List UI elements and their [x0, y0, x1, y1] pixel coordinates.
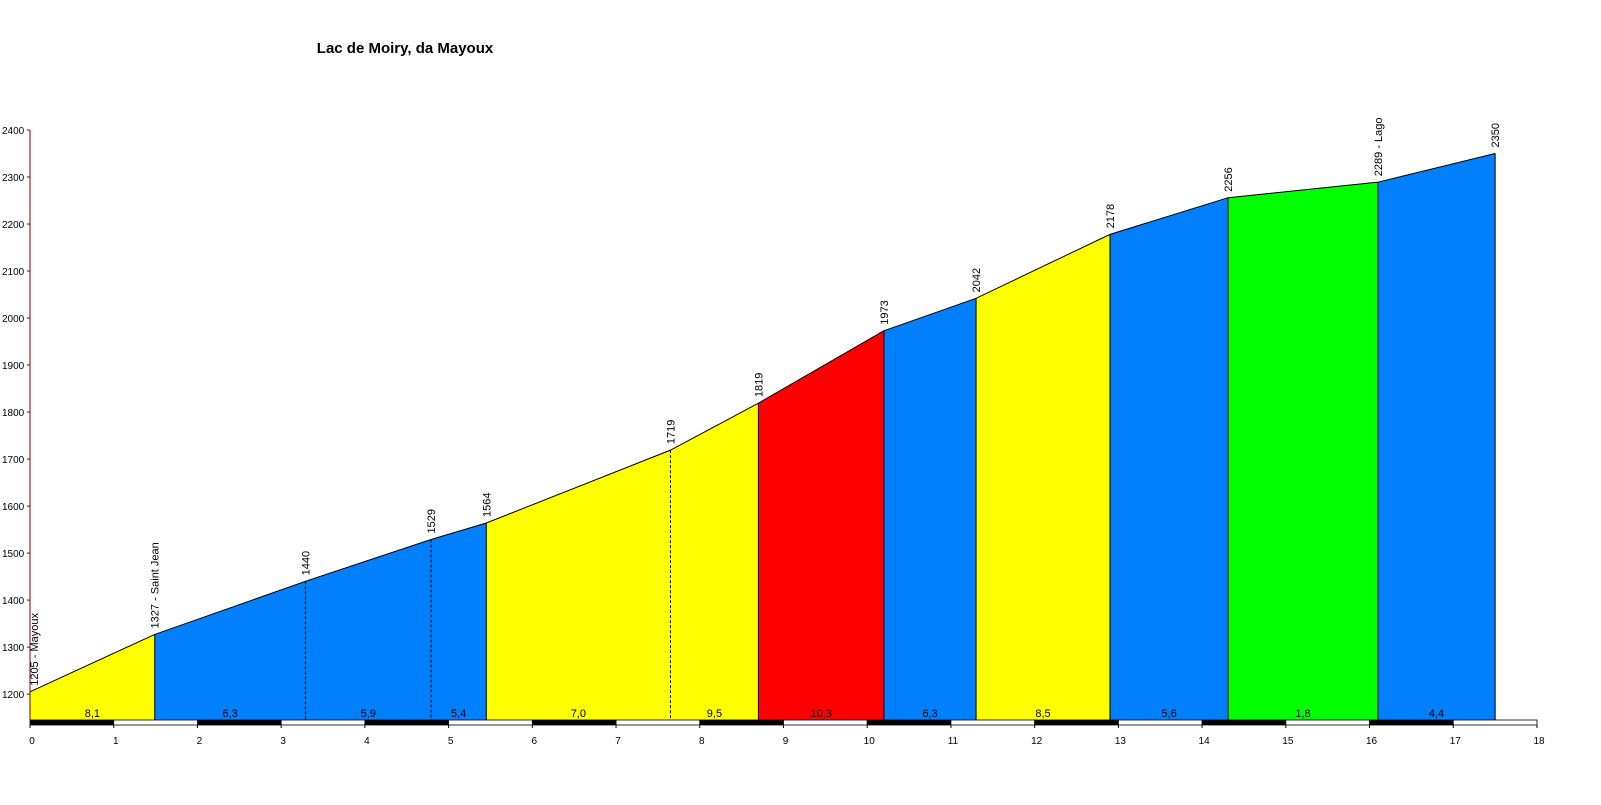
y-tick-label: 2000 [2, 314, 25, 325]
point-label: 1719 [665, 420, 677, 444]
km-bar [699, 719, 784, 726]
segment-area [1110, 197, 1229, 720]
y-tick-label: 1900 [2, 361, 25, 372]
y-tick-label: 1600 [2, 502, 25, 513]
point-label: 1564 [481, 493, 493, 517]
point-label: 2042 [971, 268, 983, 292]
grade-label: 9,5 [707, 708, 722, 720]
x-tick-label: 17 [1450, 736, 1462, 747]
km-bar [615, 719, 701, 726]
grade-label: 5,6 [1161, 708, 1176, 720]
grade-label: 5,9 [361, 708, 376, 720]
segment-area [758, 330, 884, 720]
grade-label: 6,3 [922, 708, 937, 720]
km-bar [197, 719, 282, 726]
km-bar [448, 719, 533, 726]
y-tick-label: 2400 [2, 126, 25, 137]
segment-area [431, 523, 487, 720]
x-tick-label: 11 [948, 736, 959, 747]
x-tick-label: 13 [1115, 736, 1127, 747]
x-tick-label: 14 [1199, 736, 1211, 747]
profile-line [29, 153, 1496, 693]
y-tick-label: 1800 [2, 408, 25, 419]
point-label: 1819 [753, 373, 765, 397]
x-tick-label: 5 [448, 736, 454, 747]
x-tick-label: 1 [113, 736, 119, 747]
point-label: 1440 [300, 551, 312, 575]
x-tick-label: 8 [699, 736, 705, 747]
x-tick-label: 6 [532, 736, 538, 747]
km-bar [113, 719, 198, 726]
y-tick-label: 1400 [2, 596, 25, 607]
km-bar [29, 719, 115, 726]
x-tick-label: 12 [1031, 736, 1043, 747]
segment-area [1228, 182, 1378, 720]
y-tick-label: 1500 [2, 549, 25, 560]
grade-label: 4,4 [1429, 708, 1444, 720]
km-bar [950, 719, 1036, 726]
segment-area [30, 634, 155, 720]
x-tick-label: 7 [615, 736, 621, 747]
x-tick-label: 9 [783, 736, 789, 747]
y-tick-label: 1700 [2, 455, 25, 466]
segment-area [976, 234, 1111, 721]
grade-label: 10,3 [810, 708, 831, 720]
km-bar [1117, 719, 1203, 726]
point-label: 1327 - Saint Jean [150, 542, 162, 628]
point-label: 2289 - Lago [1373, 117, 1385, 176]
point-label: 1529 [426, 509, 438, 533]
km-bar [866, 719, 952, 726]
x-tick-label: 4 [364, 736, 370, 747]
point-label: 2178 [1105, 204, 1117, 228]
km-bar [1201, 719, 1287, 726]
y-tick-label: 1200 [2, 690, 25, 701]
km-bar [783, 719, 868, 726]
x-tick-label: 2 [197, 736, 203, 747]
segment-area [670, 403, 759, 720]
km-bar [1285, 719, 1370, 726]
segment-area [1377, 153, 1496, 720]
y-tick-label: 2200 [2, 220, 25, 231]
x-tick-label: 3 [280, 736, 286, 747]
segment-area [883, 298, 977, 720]
x-tick-label: 16 [1366, 736, 1378, 747]
point-label: 1205 - Mayoux [29, 613, 41, 686]
y-tick-label: 2100 [2, 267, 25, 278]
segment-area [486, 450, 671, 720]
x-tick-label: 18 [1533, 736, 1545, 747]
km-bar [1034, 719, 1119, 726]
x-tick-label: 15 [1282, 736, 1294, 747]
y-tick-label: 2300 [2, 173, 25, 184]
y-tick-label: 1300 [2, 643, 25, 654]
point-label: 1973 [879, 300, 891, 324]
chart-title: Lac de Moiry, da Mayoux [317, 40, 494, 57]
point-label: 2350 [1490, 123, 1502, 147]
km-bar [531, 719, 617, 726]
segment-area [305, 539, 432, 720]
km-bar [364, 719, 450, 726]
grade-label: 5,4 [451, 708, 466, 720]
segment-area [154, 581, 306, 720]
grade-label: 7,0 [571, 708, 586, 720]
km-bar [1452, 719, 1538, 726]
grade-label: 6,3 [222, 708, 237, 720]
x-tick-label: 10 [864, 736, 876, 747]
grade-label: 1,8 [1295, 708, 1310, 720]
x-tick-label: 0 [29, 736, 35, 747]
point-label: 2256 [1223, 167, 1235, 191]
km-bar [1369, 719, 1454, 726]
grade-label: 8,5 [1035, 708, 1050, 720]
grade-label: 8,1 [85, 708, 100, 720]
km-bar [280, 719, 366, 726]
